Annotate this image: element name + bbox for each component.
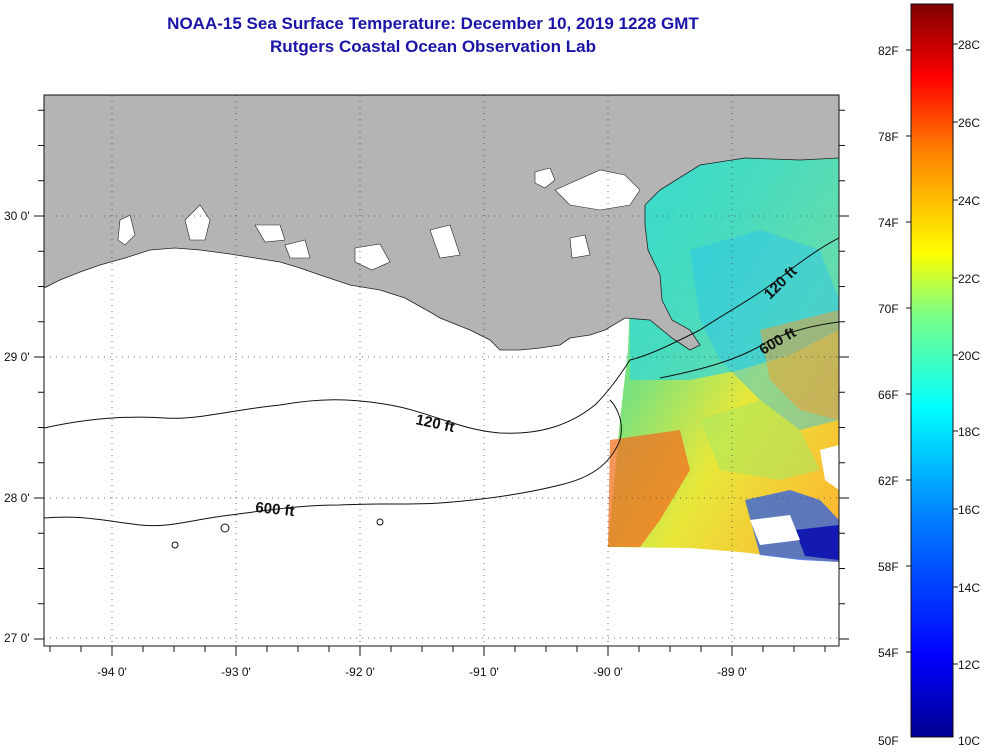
colorbar-ticks <box>906 43 958 665</box>
lon-tick-label: -94 0' <box>97 665 127 679</box>
colorbar-c-label: 12C <box>958 658 980 672</box>
colorbar-f-label: 58F <box>878 560 899 574</box>
lat-tick-label: 30 0' <box>4 209 30 223</box>
latitude-axis: 30 0' 29 0' 28 0' 27 0' <box>4 209 30 645</box>
colorbar-c-label: 16C <box>958 503 980 517</box>
colorbar-f-label: 66F <box>878 388 899 402</box>
map-frame <box>43 94 840 647</box>
colorbar-f-label: 74F <box>878 216 899 230</box>
sst-swath <box>608 158 839 562</box>
contour-label-600ft-west: 600 ft <box>255 499 296 520</box>
lon-tick-label: -91 0' <box>469 665 499 679</box>
colorbar-f-label: 82F <box>878 44 899 58</box>
colorbar-c-label: 20C <box>958 349 980 363</box>
map-title-line2: Rutgers Coastal Ocean Observation Lab <box>270 37 596 56</box>
colorbar-f-label: 62F <box>878 474 899 488</box>
lat-tick-label: 28 0' <box>4 491 30 505</box>
colorbar-f-label: 70F <box>878 302 899 316</box>
land-area <box>44 95 839 351</box>
lon-tick-label: -89 0' <box>717 665 747 679</box>
contour-600ft-east <box>659 321 839 379</box>
colorbar: 82F 78F 74F 70F 66F 62F 58F 54F 50F 28C … <box>878 3 980 748</box>
graticule <box>44 95 839 646</box>
contour-120ft-west <box>44 329 701 434</box>
longitude-axis: -94 0' -93 0' -92 0' -91 0' -90 0' -89 0… <box>97 665 747 679</box>
contour-120ft-east <box>699 237 839 331</box>
lat-tick-label: 29 0' <box>4 350 30 364</box>
bathymetry-contours <box>44 237 839 549</box>
lon-tick-label: -92 0' <box>345 665 375 679</box>
colorbar-c-label: 14C <box>958 581 980 595</box>
colorbar-c-label: 10C <box>958 734 980 748</box>
colorbar-f-label: 54F <box>878 646 899 660</box>
colorbar-c-label: 22C <box>958 272 980 286</box>
map-title-line1: NOAA-15 Sea Surface Temperature: Decembe… <box>167 14 699 33</box>
colorbar-c-label: 26C <box>958 116 980 130</box>
colorbar-c-label: 24C <box>958 194 980 208</box>
lat-tick-label: 27 0' <box>4 631 30 645</box>
colorbar-c-label: 18C <box>958 425 980 439</box>
colorbar-gradient <box>910 3 954 738</box>
inland-water <box>117 167 641 271</box>
frame-ticks <box>34 109 849 656</box>
colorbar-f-label: 78F <box>878 130 899 144</box>
lon-tick-label: -90 0' <box>593 665 623 679</box>
lon-tick-label: -93 0' <box>221 665 251 679</box>
colorbar-c-label: 28C <box>958 38 980 52</box>
colorbar-f-label: 50F <box>878 734 899 748</box>
contour-600ft-west <box>44 399 622 527</box>
